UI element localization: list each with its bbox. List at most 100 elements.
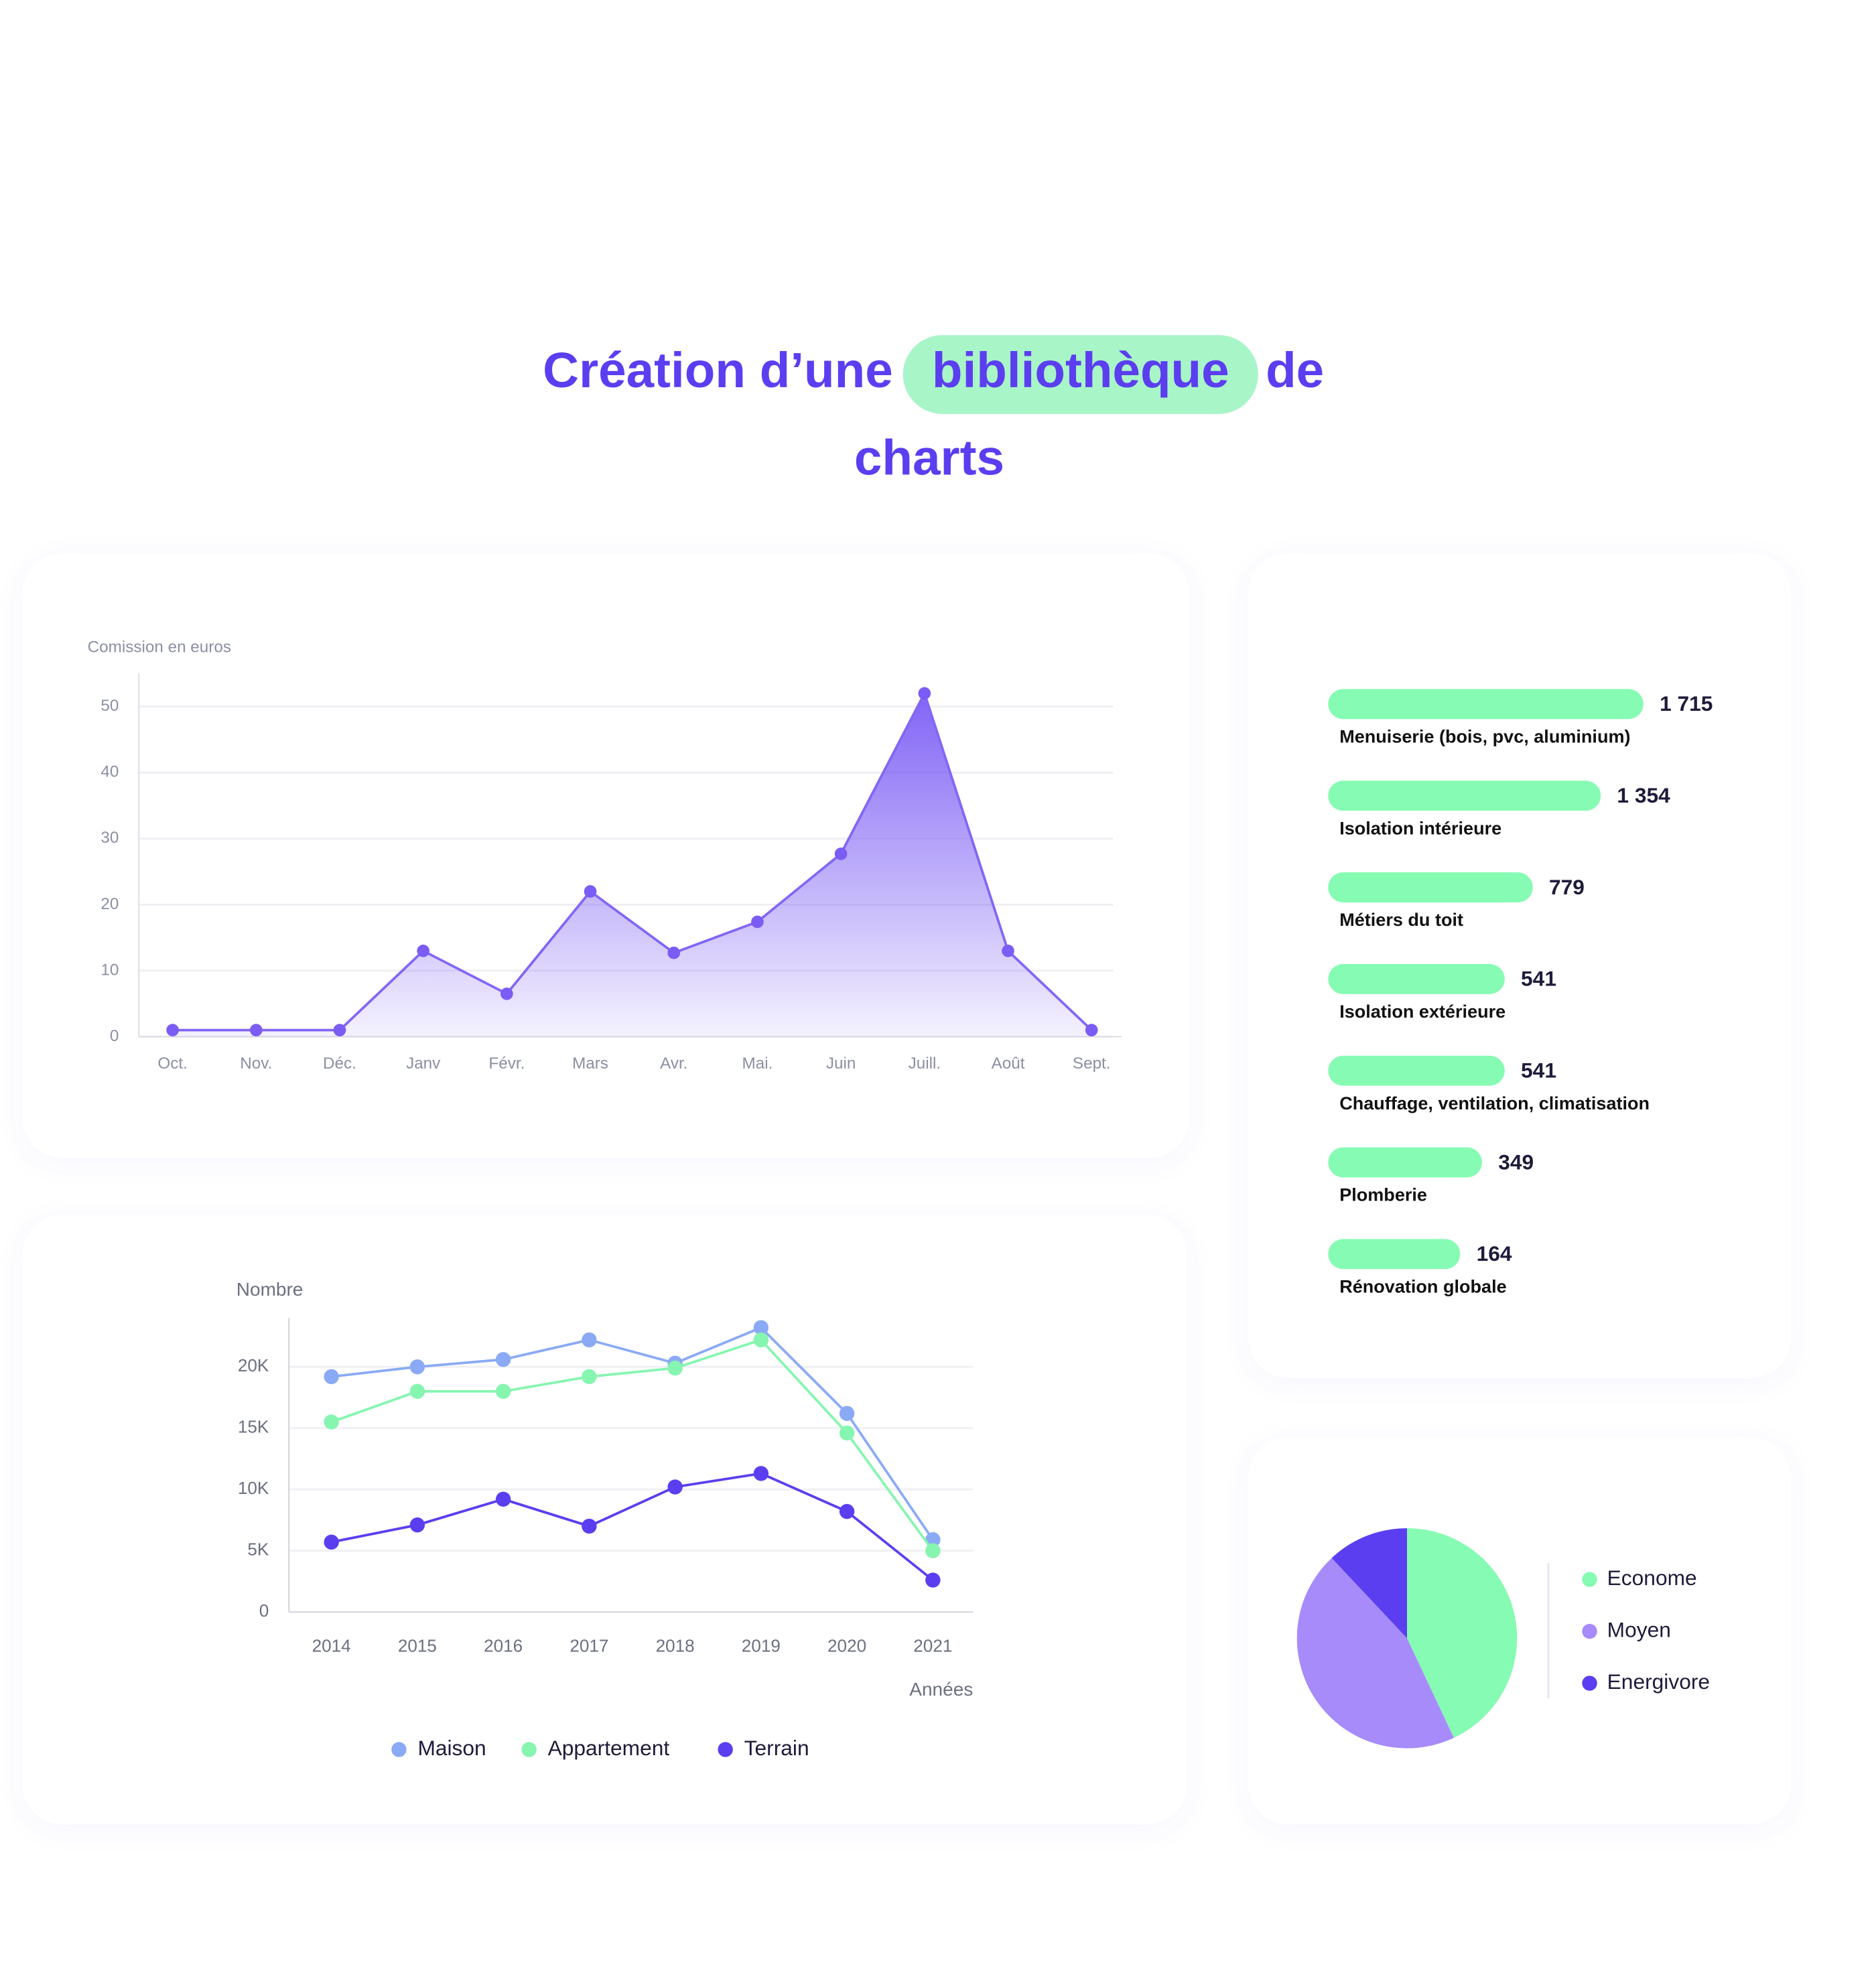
line xyxy=(331,1338,934,1552)
x-tick-label: Juill. xyxy=(909,1054,941,1073)
value-label: 541 xyxy=(1521,1058,1556,1082)
x-axis-label: Années xyxy=(909,1679,973,1700)
x-tick-label: 2017 xyxy=(570,1635,608,1655)
y-axis-label: Nombre xyxy=(237,1279,304,1300)
point xyxy=(1002,945,1014,957)
title: Création d’une xyxy=(543,342,893,398)
point xyxy=(925,1572,941,1588)
point xyxy=(753,1320,769,1335)
point xyxy=(417,945,430,957)
point xyxy=(753,1332,769,1348)
point xyxy=(333,1024,346,1036)
point xyxy=(409,1517,425,1533)
area-fill xyxy=(172,693,1092,1037)
bar xyxy=(1328,964,1505,994)
legend-swatch xyxy=(1582,1623,1597,1639)
x-tick-label: Nov. xyxy=(240,1054,272,1073)
x-tick-label: Mai. xyxy=(742,1054,773,1073)
pie-slice xyxy=(1331,1528,1407,1639)
y-tick-label: 10 xyxy=(100,961,119,979)
pie-slice xyxy=(1407,1528,1518,1738)
category-label: Isolation extérieure xyxy=(1339,1002,1505,1022)
value-label: 541 xyxy=(1521,967,1556,991)
point xyxy=(582,1332,597,1348)
x-tick-label: Avr. xyxy=(660,1054,687,1073)
point xyxy=(751,915,764,929)
value-label: 1 354 xyxy=(1617,783,1670,807)
bar xyxy=(1328,1239,1461,1270)
point xyxy=(925,1543,941,1558)
x-tick-label: Sept. xyxy=(1073,1054,1111,1073)
point xyxy=(409,1359,425,1375)
bar xyxy=(1328,780,1601,811)
point xyxy=(324,1369,339,1385)
point xyxy=(324,1534,339,1550)
bar xyxy=(1328,689,1644,720)
line xyxy=(172,690,1093,1032)
point xyxy=(918,687,931,700)
bar xyxy=(1328,1055,1505,1086)
value-label: 779 xyxy=(1549,875,1585,899)
point xyxy=(582,1369,597,1385)
x-tick-label: 2019 xyxy=(742,1635,781,1655)
y-tick-label: 50 xyxy=(100,697,119,715)
y-tick-label: 0 xyxy=(259,1600,269,1621)
point xyxy=(495,1383,511,1400)
legend-label: Moyen xyxy=(1607,1617,1671,1641)
x-tick-label: Févr. xyxy=(488,1054,525,1073)
x-tick-label: Oct. xyxy=(157,1054,187,1073)
bar xyxy=(1328,1147,1482,1178)
x-tick-label: 2016 xyxy=(484,1635,523,1655)
x-tick-label: Juin xyxy=(826,1054,856,1073)
point xyxy=(667,1360,683,1376)
x-tick-label: 2018 xyxy=(656,1635,695,1655)
category-label: Menuiserie (bois, pvc, aluminium) xyxy=(1339,726,1630,746)
y-tick-label: 20 xyxy=(100,895,119,913)
point xyxy=(500,987,513,1000)
line xyxy=(331,1472,934,1582)
highlight-pill xyxy=(902,335,1258,414)
legend-swatch xyxy=(391,1742,407,1757)
legend-label: Terrain xyxy=(744,1736,809,1760)
point xyxy=(324,1414,339,1430)
category-label: Rénovation globale xyxy=(1339,1276,1506,1296)
x-tick-label: 2021 xyxy=(913,1635,952,1655)
x-tick-label: 2014 xyxy=(312,1635,351,1655)
point xyxy=(667,1479,683,1495)
title: de xyxy=(1266,342,1324,398)
point xyxy=(1085,1024,1098,1036)
category-label: Chauffage, ventilation, climatisation xyxy=(1339,1093,1650,1113)
y-tick-label: 30 xyxy=(100,829,119,847)
point xyxy=(249,1024,263,1036)
x-tick-label: Mars xyxy=(572,1054,608,1073)
point xyxy=(667,946,681,959)
legend-label: Energivore xyxy=(1607,1669,1710,1694)
bar xyxy=(1328,872,1533,902)
category-label: Plomberie xyxy=(1339,1185,1427,1205)
x-tick-label: Déc. xyxy=(323,1054,356,1073)
point xyxy=(582,1518,597,1534)
y-tick-label: 40 xyxy=(100,763,119,781)
y-tick-label: 10K xyxy=(238,1478,269,1498)
point xyxy=(834,847,848,860)
point xyxy=(925,1532,941,1548)
point xyxy=(409,1383,425,1400)
legend-label: Appartement xyxy=(548,1736,670,1760)
x-tick-label: Janv xyxy=(406,1054,441,1073)
title-highlight: bibliothèque xyxy=(932,342,1229,398)
value-label: 349 xyxy=(1498,1150,1534,1174)
pie-slice xyxy=(1296,1558,1454,1749)
point xyxy=(166,1024,179,1036)
point xyxy=(584,885,597,898)
category-label: Métiers du toit xyxy=(1339,910,1463,930)
point xyxy=(495,1352,511,1367)
legend-swatch xyxy=(718,1742,733,1757)
legend-swatch xyxy=(521,1742,537,1757)
value-label: 1 715 xyxy=(1660,691,1713,715)
legend-swatch xyxy=(1582,1676,1597,1691)
point xyxy=(839,1503,855,1519)
y-tick-label: 5K xyxy=(247,1540,269,1560)
legend-label: Econome xyxy=(1607,1566,1697,1590)
